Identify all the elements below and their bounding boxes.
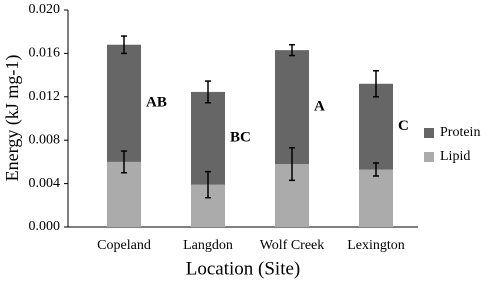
bar-segment — [275, 50, 309, 165]
x-tick-label: Lexington — [347, 238, 405, 253]
y-tick-label: 0.012 — [29, 89, 61, 104]
bar-segment — [359, 169, 393, 227]
y-tick-label: 0.020 — [29, 2, 61, 17]
y-tick-label: 0.000 — [29, 219, 61, 234]
legend-label: Protein — [440, 125, 480, 140]
y-axis-title: Energy (kJ mg-1) — [2, 55, 23, 182]
x-tick-label: Langdon — [183, 238, 233, 253]
x-tick-label: Wolf Creek — [260, 238, 325, 253]
x-axis-title: Location (Site) — [186, 258, 301, 279]
annotation: A — [314, 99, 325, 115]
annotation: AB — [146, 95, 167, 111]
bar-segment — [107, 44, 141, 162]
y-tick-label: 0.008 — [29, 132, 61, 147]
annotation: BC — [230, 130, 251, 146]
legend-swatch — [424, 152, 434, 162]
bar-segment — [359, 83, 393, 170]
bar-segment — [191, 91, 225, 185]
y-tick-label: 0.016 — [29, 46, 61, 61]
legend-swatch — [424, 128, 434, 138]
annotation: C — [398, 118, 409, 134]
y-tick-label: 0.004 — [29, 176, 61, 191]
x-tick-label: Copeland — [97, 238, 151, 253]
legend-label: Lipid — [440, 149, 470, 164]
